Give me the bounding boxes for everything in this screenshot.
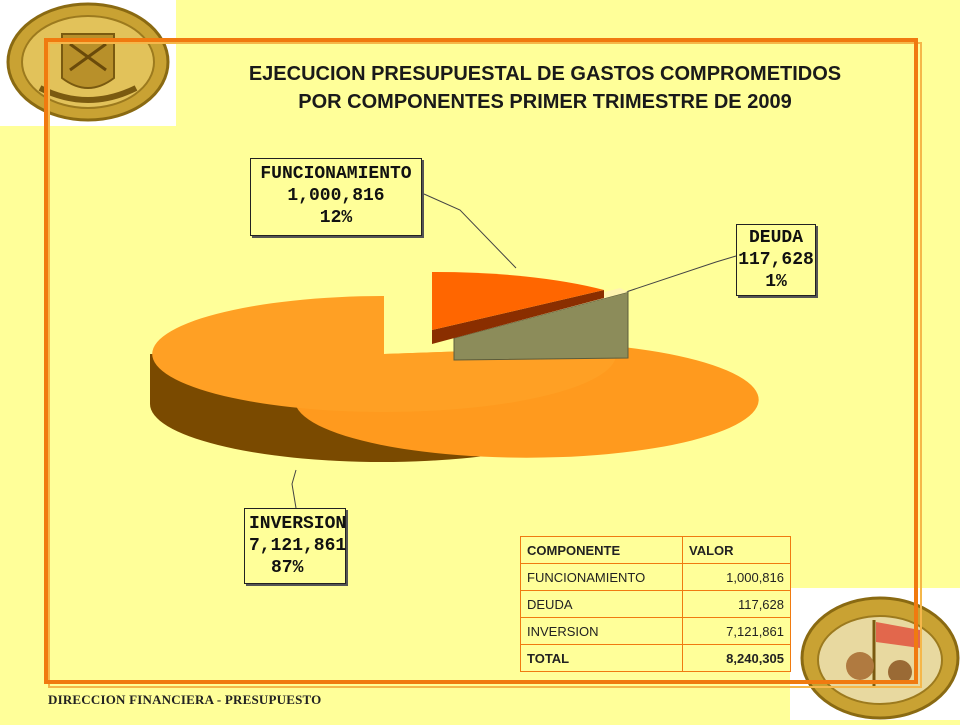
- table-row: FUNCIONAMIENTO 1,000,816: [520, 563, 791, 591]
- slice-inversion: [150, 296, 759, 462]
- label-deuda: DEUDA: [748, 228, 803, 248]
- header-componente: COMPONENTE: [520, 536, 683, 564]
- callout-deuda: DEUDA 117,628 1%: [736, 224, 816, 296]
- percent-deuda: 1%: [765, 272, 787, 292]
- cell-total-value: 8,240,305: [682, 644, 791, 672]
- percent-inversion: 87%: [271, 558, 304, 578]
- cell-valor: 7,121,861: [682, 617, 791, 645]
- leader-line-deuda: [619, 255, 737, 295]
- leader-line-funcionamiento: [423, 193, 517, 269]
- frame-shadow: [48, 42, 922, 688]
- cell-componente: DEUDA: [520, 590, 683, 618]
- callout-funcionamiento: FUNCIONAMIENTO 1,000,816 12%: [250, 158, 422, 236]
- slice-funcionamiento: [432, 271, 604, 344]
- footer-department: DIRECCION FINANCIERA - PRESUPUESTO: [48, 692, 322, 707]
- cell-total-label: TOTAL: [520, 644, 683, 672]
- value-deuda: 117,628: [738, 250, 814, 270]
- header-valor: VALOR: [682, 536, 791, 564]
- table-row: DEUDA 117,628: [520, 590, 791, 618]
- slide-frame: [44, 38, 918, 684]
- percent-funcionamiento: 12%: [319, 208, 353, 228]
- chart-title: EJECUCION PRESUPUESTAL DE GASTOS COMPROM…: [248, 63, 842, 113]
- table-row: INVERSION 7,121,861: [520, 617, 791, 645]
- data-table: COMPONENTE VALOR FUNCIONAMIENTO 1,000,81…: [520, 536, 791, 672]
- value-inversion: 7,121,861: [249, 536, 347, 556]
- cell-valor: 117,628: [682, 590, 791, 618]
- label-funcionamiento: FUNCIONAMIENTO: [260, 164, 412, 184]
- cell-componente: FUNCIONAMIENTO: [520, 563, 683, 591]
- callout-inversion: INVERSION 7,121,861 87%: [244, 508, 346, 584]
- leader-line-inversion: [291, 469, 297, 509]
- table-header-row: COMPONENTE VALOR: [520, 536, 791, 564]
- cell-componente: INVERSION: [520, 617, 683, 645]
- value-funcionamiento: 1,000,816: [287, 186, 385, 206]
- table-total-row: TOTAL 8,240,305: [520, 644, 791, 672]
- label-inversion: INVERSION: [249, 514, 347, 534]
- cell-valor: 1,000,816: [682, 563, 791, 591]
